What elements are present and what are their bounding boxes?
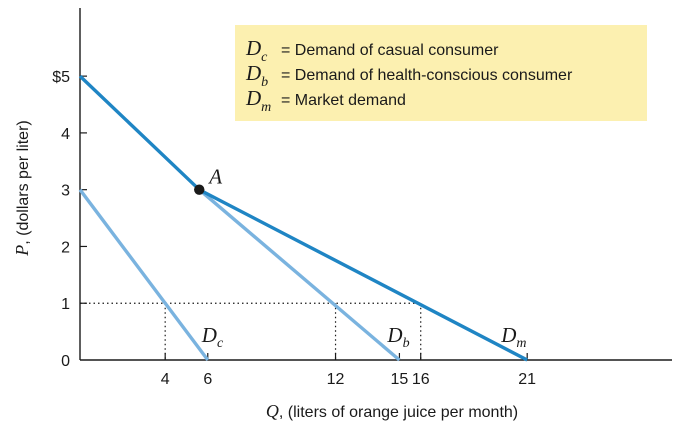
x-tick-label: 15	[391, 371, 409, 388]
point-a-label: A	[207, 165, 222, 189]
legend-entry-c: Dc = Demand of casual consumer	[245, 36, 499, 65]
y-tick-label: $5	[52, 69, 70, 86]
x-tick-label: 21	[518, 371, 536, 388]
y-tick-label: 3	[61, 183, 70, 200]
x-tick-label: 12	[327, 371, 345, 388]
reference-lines	[80, 302, 422, 360]
label-Dc: Dc	[201, 323, 224, 351]
label-Db: Db	[386, 323, 409, 351]
legend-entry-b: Db = Demand of health-conscious consumer	[245, 61, 573, 90]
x-tick-label: 16	[412, 371, 430, 388]
label-Dm: Dm	[500, 323, 526, 351]
legend-background	[235, 25, 647, 121]
x-axis-title: Q, (liters of orange juice per month)	[266, 401, 518, 421]
y-tick-label: 0	[61, 353, 70, 370]
curve-labels: Dc Db Dm	[201, 323, 527, 351]
legend-entry-m: Dm = Market demand	[245, 86, 406, 115]
y-tick-label: 2	[61, 239, 70, 256]
curve-Dc	[78, 188, 210, 362]
x-tick-label: 6	[203, 371, 212, 388]
y-tick-label: 1	[61, 296, 70, 313]
x-tick-label: 4	[161, 371, 170, 388]
y-tick-label: 4	[61, 126, 70, 143]
point-a-marker	[194, 184, 205, 195]
curve-Db	[198, 188, 401, 362]
y-axis-title: P, (dollars per liter)	[12, 120, 32, 256]
